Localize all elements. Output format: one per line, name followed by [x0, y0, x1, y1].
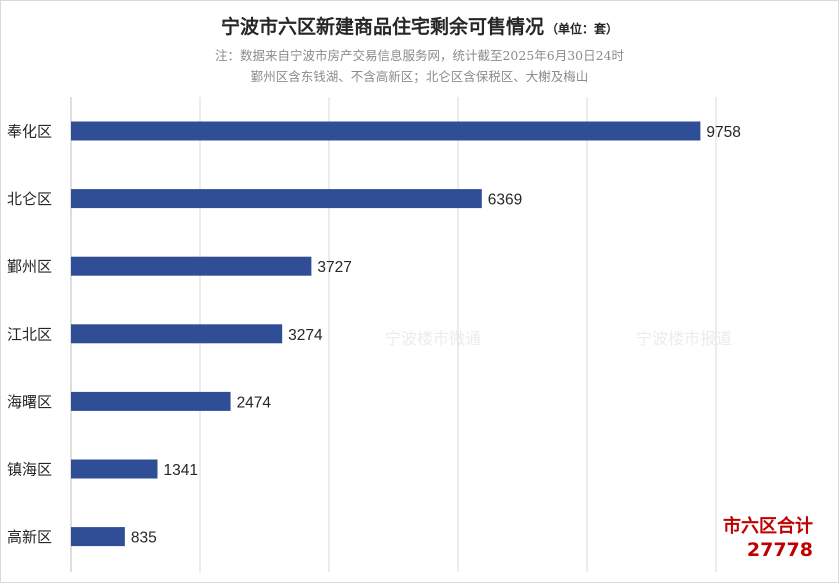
total-value: 27778 — [746, 539, 813, 561]
data-label: 9758 — [706, 124, 740, 141]
category-label: 海曙区 — [7, 393, 52, 411]
category-label: 江北区 — [7, 325, 52, 343]
category-label: 镇海区 — [7, 461, 52, 479]
category-label: 北仑区 — [7, 190, 52, 208]
total-label: 市六区合计 — [723, 516, 813, 537]
data-label: 3727 — [317, 259, 351, 276]
data-label: 835 — [131, 530, 157, 547]
watermark-right: 宁波楼市报道 — [636, 329, 733, 348]
bar — [71, 121, 701, 141]
chart-title-row: 宁波市六区新建商品住宅剩余可售情况 （单位：套） — [0, 12, 839, 39]
chart-note-line1: 注：数据来自宁波市房产交易信息服务网，统计截至2025年6月30日24时 — [214, 48, 625, 63]
data-label: 3274 — [288, 327, 323, 344]
category-label: 高新区 — [7, 528, 52, 546]
category-label: 鄞州区 — [7, 258, 52, 276]
bar — [71, 189, 482, 209]
bar — [71, 527, 125, 547]
bar — [71, 324, 283, 344]
chart-unit: （单位：套） — [546, 22, 619, 36]
data-label: 2474 — [237, 394, 272, 411]
chart-title: 宁波市六区新建商品住宅剩余可售情况 — [220, 16, 544, 38]
bar — [71, 256, 312, 276]
watermark-left: 宁波楼市微通 — [385, 329, 482, 348]
data-label: 1341 — [163, 462, 197, 479]
bar — [71, 459, 158, 479]
data-label: 6369 — [488, 192, 522, 209]
chart-note-line2: 鄞州区含东钱湖、不含高新区；北仑区含保税区、大榭及梅山 — [250, 69, 589, 84]
category-label: 奉化区 — [7, 123, 52, 141]
bar — [71, 391, 231, 411]
